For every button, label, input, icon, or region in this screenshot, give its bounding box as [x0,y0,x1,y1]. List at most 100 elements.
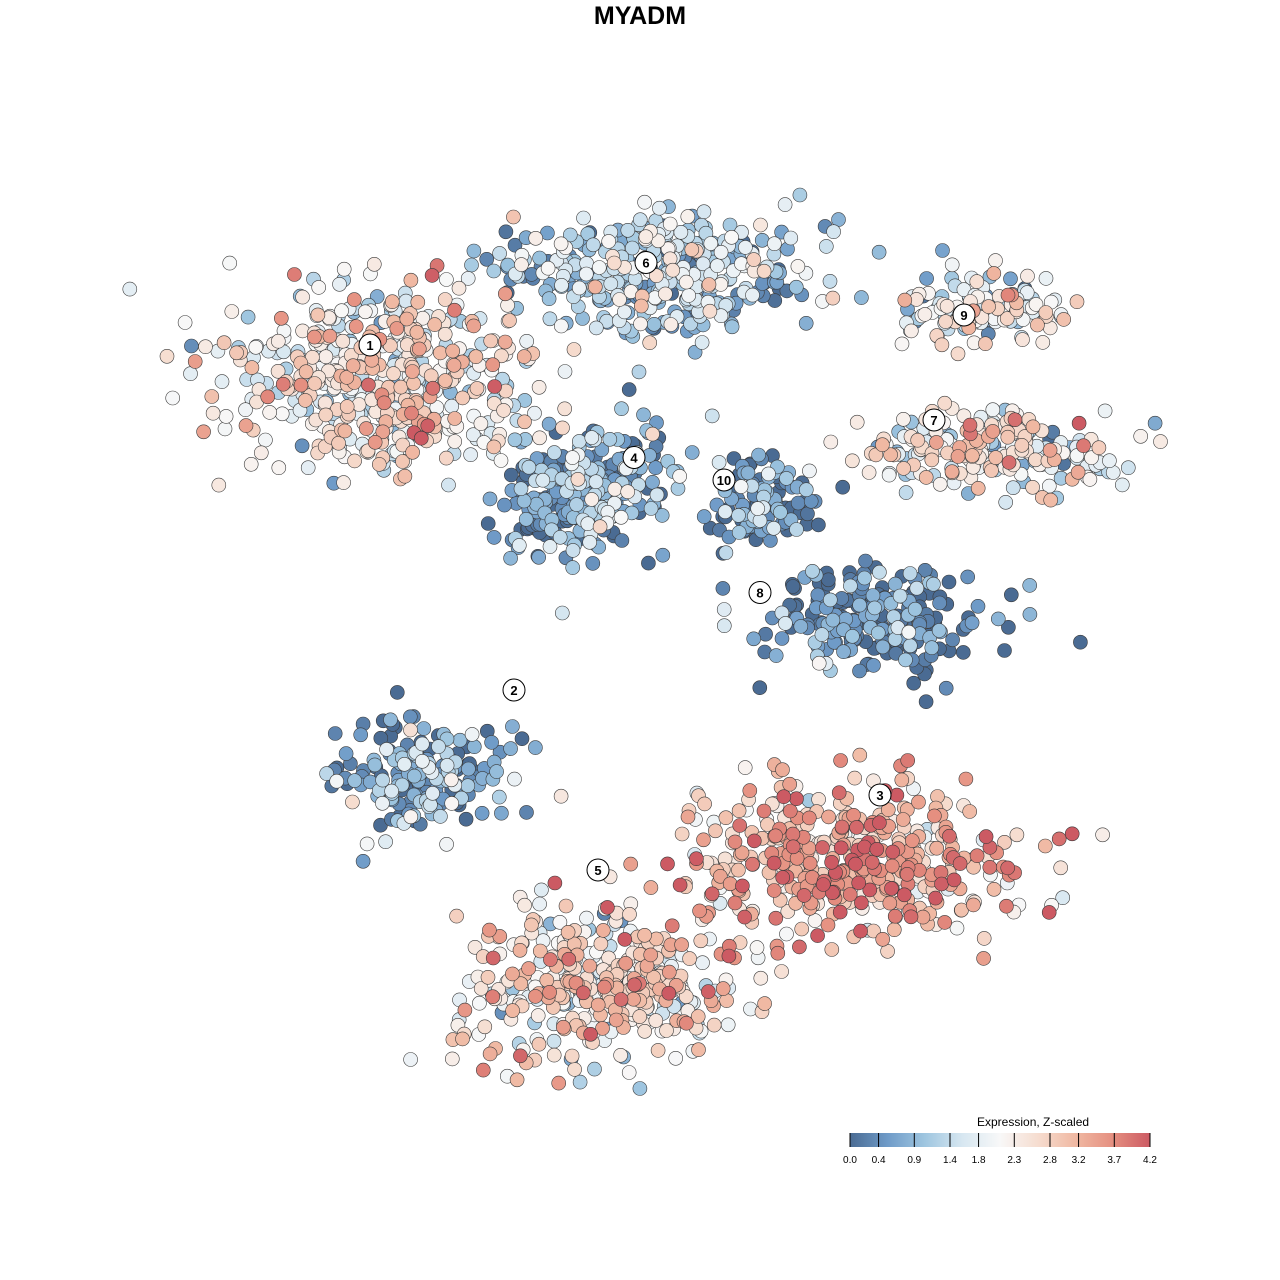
cluster-badge [502,678,526,702]
cell-point [479,251,495,267]
cluster-badge [622,446,646,469]
cell-point [643,501,659,516]
cell-point [684,242,700,257]
cell-point [1005,480,1021,496]
cell-point [541,291,557,307]
cell-point [944,464,960,480]
cell-point [297,393,313,408]
cell-point [627,977,642,993]
cell-point [897,292,913,308]
cell-point [620,484,636,500]
cell-point [275,376,291,392]
cell-point [460,778,476,794]
cell-point [336,475,351,490]
cell-point [329,773,345,789]
cell-point [885,844,901,860]
cell-point [159,348,175,364]
cell-point [603,276,619,292]
cell-point [338,746,354,761]
cell-point [821,809,836,825]
cell-point [414,736,430,752]
cell-point [595,1021,610,1036]
cell-point [952,856,968,871]
cell-point [612,292,627,307]
cell-point [503,741,518,756]
cell-point [258,432,273,448]
cell-point [1000,860,1016,876]
cell-point [535,472,551,488]
cell-point [768,910,784,926]
cell-point [928,890,943,906]
cell-point [582,958,598,974]
cell-point [553,236,569,252]
cell-point [1097,403,1113,419]
cell-point [904,833,920,848]
cell-point [531,1036,547,1052]
cell-point [706,1017,722,1033]
cell-point [355,853,371,869]
cell-point [643,880,659,895]
cell-point [617,932,633,947]
cell-point [865,588,881,603]
cell-point [339,399,355,414]
cell-point [883,447,898,463]
cell-point [621,382,637,397]
cell-point [810,928,825,943]
cell-point [950,449,966,464]
cell-point [439,836,454,852]
cell-point [766,883,782,898]
cell-point [461,761,476,777]
cell-point [542,539,558,554]
cell-point [587,279,603,295]
cell-point [404,405,419,421]
cell-point [554,605,570,621]
cell-point [339,370,355,385]
cell-point [539,972,555,988]
cell-point [681,288,697,303]
cell-point [960,569,976,585]
cell-point [389,321,405,336]
cell-point [572,1074,588,1090]
cell-point [1115,477,1130,493]
cell-point [332,276,347,292]
cell-point [709,258,725,274]
cell-point [532,943,548,959]
cell-point [466,318,482,334]
cell-point [480,969,496,985]
cell-point [697,796,712,812]
cell-point [287,267,302,282]
cell-point [835,479,851,495]
cell-point [990,611,1006,627]
cell-point [547,875,563,891]
cell-point [1055,890,1070,906]
cell-point [270,363,286,379]
cell-point [543,952,558,967]
cell-point [1000,287,1016,303]
cell-point [467,939,483,955]
cell-point [882,895,898,911]
cell-point [701,277,717,292]
cell-point [902,638,918,654]
cell-point [978,829,994,844]
cell-point [579,910,594,926]
cell-point [441,477,456,493]
cell-point [1000,429,1016,445]
cell-point [357,304,373,320]
cell-point [887,908,903,924]
cell-point [898,652,913,668]
cell-point [607,481,623,497]
cell-point [447,302,462,318]
cell-point [546,1047,562,1063]
cell-point [540,260,556,276]
cell-point [253,445,269,461]
cell-point [222,255,237,271]
cluster-label-text: 8 [756,586,763,601]
cell-point [600,900,615,915]
cell-point [393,379,409,395]
cell-point [443,772,459,788]
cell-point [503,467,519,483]
cell-point [477,1019,493,1035]
cell-point [872,564,887,580]
cell-point [746,252,762,267]
cell-point [449,908,464,924]
